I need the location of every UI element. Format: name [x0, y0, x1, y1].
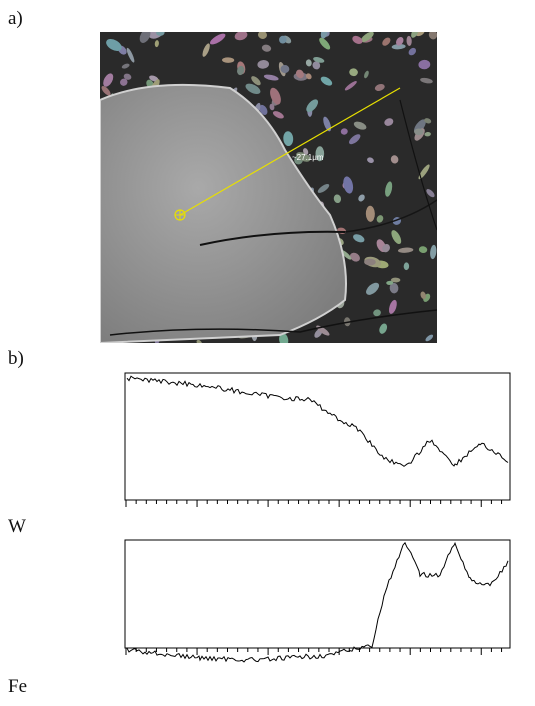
fe-profile: [127, 543, 508, 662]
grain-flake: [281, 65, 290, 73]
sem-image: ~27.1µm: [93, 25, 517, 348]
profile-frame: [125, 373, 510, 500]
figure-graphics: ~27.1µm: [0, 0, 535, 706]
w-profile: [127, 376, 508, 466]
profile-frame: [125, 540, 510, 648]
figure: a) b) W Fe ~27.1µm: [0, 0, 535, 706]
scale-label: ~27.1µm: [292, 153, 324, 162]
